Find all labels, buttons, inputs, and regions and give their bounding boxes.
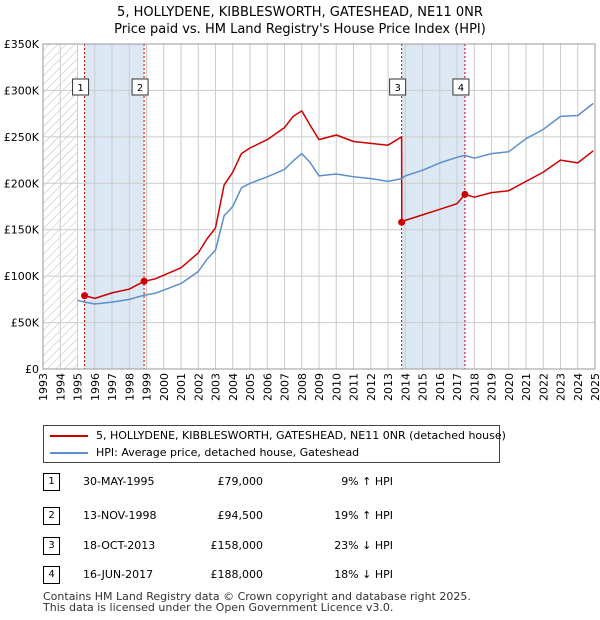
x-tick-label: 2000 [158, 373, 171, 401]
table-row: 3 18-OCT-2013 £158,000 23% ↓ HPI [43, 537, 463, 555]
x-tick-label: 2011 [348, 373, 361, 401]
x-tick-label: 1995 [72, 373, 85, 401]
transaction-number: 2 [43, 507, 60, 525]
sale-number-label: 2 [137, 83, 143, 94]
footer-line-2: This data is licensed under the Open Gov… [43, 601, 394, 614]
x-tick-label: 2001 [175, 373, 188, 401]
y-tick-label: £50K [11, 317, 40, 330]
legend-label-price: 5, HOLLYDENE, KIBBLESWORTH, GATESHEAD, N… [96, 429, 506, 442]
x-tick-label: 2017 [451, 373, 464, 401]
title-line-1: 5, HOLLYDENE, KIBBLESWORTH, GATESHEAD, N… [117, 5, 483, 20]
x-tick-label: 2019 [486, 373, 499, 401]
x-tick-label: 2021 [520, 373, 533, 401]
transaction-price: £158,000 [210, 539, 264, 552]
price-chart: 1 2 3 4 £0 £50K £100K £150K £200K £250K £300K £350K… [4, 38, 600, 401]
x-tick-label: 1999 [141, 373, 154, 401]
sale-number-box [131, 78, 149, 96]
x-tick-label: 2005 [244, 373, 257, 401]
transaction-number: 1 [43, 473, 60, 491]
hpi-line [77, 102, 594, 305]
chart-title: 5, HOLLYDENE, KIBBLESWORTH, GATESHEAD, N… [0, 4, 600, 38]
y-tick-label: £100K [4, 270, 40, 283]
sale-point [461, 190, 469, 198]
y-tick-label: £200K [4, 177, 40, 190]
transaction-price: £79,000 [217, 475, 264, 488]
transaction-number: 4 [43, 566, 60, 584]
x-tick-label: 1994 [54, 373, 67, 401]
x-tick-label: 1993 [37, 373, 50, 401]
y-tick-label: £0 [25, 363, 39, 376]
x-tick-label: 2009 [313, 373, 326, 401]
legend-swatch-hpi [50, 452, 88, 454]
x-tick-label: 2012 [365, 373, 378, 401]
x-tick-label: 2008 [296, 373, 309, 401]
x-tick-label: 2003 [210, 373, 223, 401]
transaction-date: 13-NOV-1998 [83, 509, 157, 522]
sale-point [140, 277, 148, 285]
x-tick-label: 2016 [434, 373, 447, 401]
transaction-date: 16-JUN-2017 [83, 568, 154, 581]
x-tick-label: 1997 [106, 373, 119, 401]
legend: 5, HOLLYDENE, KIBBLESWORTH, GATESHEAD, N… [43, 425, 506, 463]
transaction-hpi: 23% ↓ HPI [334, 539, 393, 552]
legend-label-hpi: HPI: Average price, detached house, Gate… [96, 446, 360, 459]
x-tick-label: 2013 [382, 373, 395, 401]
y-tick-label: £250K [4, 131, 40, 144]
x-tick-label: 2002 [192, 373, 205, 401]
x-tick-label: 1998 [123, 373, 136, 401]
sale-number-box [72, 78, 90, 96]
transaction-number: 3 [43, 537, 60, 555]
sale-number-label: 1 [77, 83, 83, 94]
transaction-hpi: 19% ↑ HPI [334, 509, 393, 522]
x-tick-label: 2020 [503, 373, 516, 401]
y-tick-label: £150K [4, 224, 40, 237]
x-tick-label: 2014 [399, 373, 412, 401]
y-tick-label: £300K [4, 84, 40, 97]
table-row: 1 30-MAY-1995 £79,000 9% ↑ HPI [43, 473, 463, 491]
x-tick-label: 2015 [417, 373, 430, 401]
table-row: 2 13-NOV-1998 £94,500 19% ↑ HPI [43, 507, 463, 525]
x-tick-label: 1996 [89, 373, 102, 401]
legend-swatch-price [50, 435, 88, 437]
table-row: 4 16-JUN-2017 £188,000 18% ↓ HPI [43, 566, 463, 584]
footer: Contains HM Land Registry data © Crown c… [43, 591, 471, 613]
x-tick-label: 2004 [227, 373, 240, 401]
transaction-price: £94,500 [217, 509, 264, 522]
x-tick-label: 2010 [330, 373, 343, 401]
x-tick-label: 2022 [537, 373, 550, 401]
sale-span-shade [401, 44, 465, 369]
y-tick-label: £350K [4, 38, 40, 51]
sale-number-label: 4 [458, 83, 464, 94]
transaction-hpi: 18% ↓ HPI [334, 568, 393, 581]
plot-frame [42, 43, 596, 370]
footer-line-1: Contains HM Land Registry data © Crown c… [43, 590, 471, 603]
x-tick-label: 2018 [468, 373, 481, 401]
transaction-price: £188,000 [210, 568, 264, 581]
price-paid-line [84, 110, 594, 300]
sale-number-box [452, 78, 470, 96]
x-tick-label: 2023 [555, 373, 568, 401]
x-tick-label: 2007 [279, 373, 292, 401]
x-tick-label: 2024 [572, 373, 585, 401]
title-line-2: Price paid vs. HM Land Registry's House … [114, 22, 486, 37]
sale-number-box [389, 78, 407, 96]
transaction-date: 18-OCT-2013 [83, 539, 156, 552]
transaction-date: 30-MAY-1995 [83, 475, 155, 488]
transaction-hpi: 9% ↑ HPI [341, 475, 393, 488]
sale-number-label: 3 [394, 83, 400, 94]
sale-point [81, 292, 89, 300]
sale-point [398, 218, 406, 226]
x-tick-label: 2025 [589, 373, 600, 401]
x-tick-label: 2006 [261, 373, 274, 401]
